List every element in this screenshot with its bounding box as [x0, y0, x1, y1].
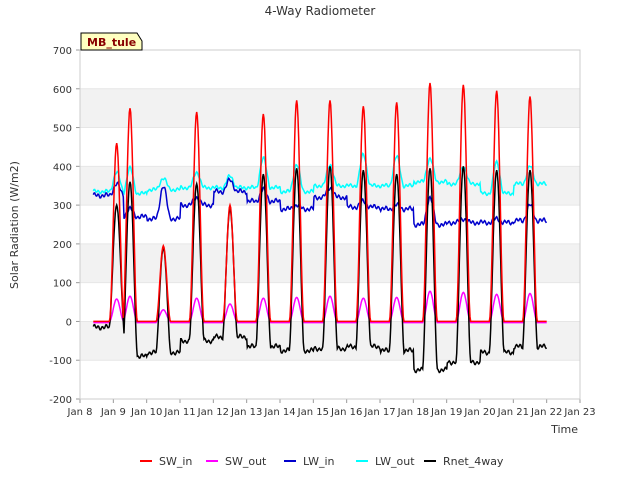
x-tick-label: Jan 15	[297, 407, 329, 418]
series-line-lw_in	[92, 176, 548, 229]
x-tick-label: Jan 9	[100, 407, 126, 418]
legend-label: Rnet_4way	[443, 455, 504, 468]
x-tick-label: Jan 8	[67, 407, 93, 418]
y-tick-label: -200	[49, 395, 72, 406]
chart-title: 4-Way Radiometer	[265, 4, 376, 18]
y-tick-label: 700	[53, 46, 72, 57]
y-tick-label: 400	[53, 162, 72, 173]
legend-label: LW_out	[375, 455, 415, 468]
series-line-sw_out	[93, 290, 547, 324]
plot-band	[80, 166, 580, 206]
x-axis-label: Time	[550, 423, 578, 436]
y-tick-label: 300	[53, 201, 72, 212]
y-axis-ticks: -200 -100 0 100 200 300 400 500 600 700	[49, 46, 80, 406]
x-tick-label: Jan 19	[430, 407, 462, 418]
plot-bands	[80, 88, 580, 361]
x-tick-label: Jan 23	[563, 407, 595, 418]
x-tick-label: Jan 20	[463, 407, 495, 418]
legend-label: SW_out	[225, 455, 267, 468]
y-axis-label: Solar Radiation (W/m2)	[8, 161, 21, 289]
y-tick-label: -100	[49, 356, 72, 367]
x-tick-label: Jan 16	[330, 407, 362, 418]
plot-frame	[79, 49, 581, 400]
plot-band	[80, 243, 580, 283]
x-tick-label: Jan 10	[130, 407, 162, 418]
x-tick-label: Jan 22	[530, 407, 562, 418]
plot-band	[80, 88, 580, 128]
x-tick-label: Jan 13	[230, 407, 262, 418]
x-tick-label: Jan 17	[363, 407, 395, 418]
x-tick-label: Jan 14	[263, 407, 295, 418]
legend: SW_in SW_out LW_in LW_out Rnet_4way	[140, 455, 504, 468]
series-line-sw_in	[93, 82, 547, 323]
station-badge: MB_tule	[80, 32, 143, 51]
y-tick-label: 500	[53, 124, 72, 135]
series-lines	[92, 82, 548, 374]
y-tick-label: 600	[53, 85, 72, 96]
y-tick-label: 200	[53, 240, 72, 251]
legend-label: LW_in	[303, 455, 335, 468]
series-line-lw_out	[92, 152, 547, 197]
x-tick-label: Jan 21	[497, 407, 529, 418]
x-tick-label: Jan 12	[197, 407, 229, 418]
x-axis-ticks: Jan 8 Jan 9 Jan 10 Jan 11 Jan 12 Jan 13 Jan 14…	[67, 399, 596, 418]
series-line-rnet_4way	[92, 166, 548, 374]
y-tick-label: 100	[53, 279, 72, 290]
x-tick-label: Jan 18	[397, 407, 429, 418]
legend-label: SW_in	[159, 455, 192, 468]
plot-band	[80, 321, 580, 361]
x-tick-label: Jan 11	[163, 407, 195, 418]
y-tick-label: 0	[66, 317, 72, 328]
station-badge-label: MB_tule	[87, 36, 136, 49]
